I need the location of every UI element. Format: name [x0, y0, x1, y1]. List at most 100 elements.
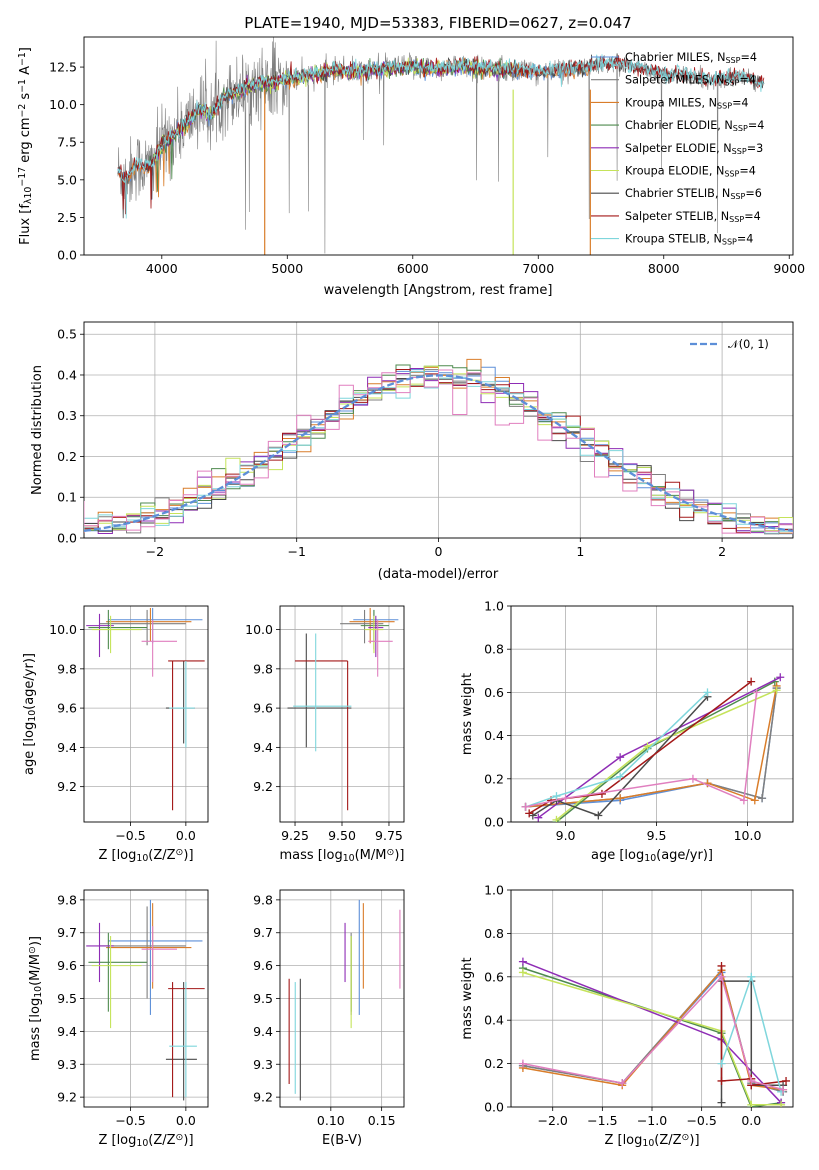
legend-text: Salpeter ELODIE, N [625, 142, 732, 155]
x-axis-label-part: )] [183, 1133, 193, 1148]
mass-weight-line [522, 971, 782, 1106]
plot-area [521, 673, 785, 822]
legend-entry: Salpeter STELIB, NSSP=4 [625, 210, 761, 224]
x-axis-label-part: (Z/Z [148, 848, 175, 863]
y-tick-label: 0.4 [484, 728, 504, 743]
x-axis-label-part: 10 [136, 853, 148, 864]
x-tick-label: −0.5 [115, 828, 145, 843]
legend-n: =4 [739, 74, 756, 87]
y-axis-label-part: A [18, 66, 33, 79]
spectrum-model-line [149, 57, 514, 171]
y-tick-label: 9.2 [57, 1090, 77, 1105]
mass-weight-line [522, 968, 784, 1093]
x-tick-label: 6000 [397, 261, 429, 276]
y-tick-label: 9.6 [57, 958, 77, 973]
y-axis-label-part: −1 [17, 52, 28, 66]
legend-entry: Salpeter ELODIE, NSSP=3 [625, 142, 763, 156]
x-axis-label: Z [log10(Z/Z⊙)] [604, 1132, 699, 1149]
x-tick-label: −0.5 [115, 1113, 145, 1128]
y-tick-label: 2.5 [57, 210, 77, 225]
legend-n: =4 [732, 96, 749, 109]
legend-n: =4 [737, 233, 754, 246]
y-tick-label: 9.7 [253, 925, 273, 940]
mass-weight-marker [561, 794, 570, 803]
x-tick-label: 2 [718, 544, 726, 559]
axes-frame [83, 36, 794, 256]
x-tick-label: 8000 [648, 261, 680, 276]
x-axis-label-part: )] [183, 848, 193, 863]
x-axis-label-part: 10 [343, 853, 355, 864]
x-axis-label: age [log10(age/yr)] [591, 848, 713, 864]
x-axis-label-part: 10 [136, 1138, 148, 1149]
y-tick-label: 7.5 [57, 135, 77, 150]
y-tick-label: 0.0 [57, 531, 77, 546]
y-tick-label: 0.0 [484, 1100, 504, 1115]
y-axis-label-part: (age/yr)] [22, 653, 37, 710]
legend-n: =4 [748, 119, 765, 132]
y-axis-label-part: mass [log [28, 998, 43, 1061]
x-tick-label: 0.15 [368, 1113, 396, 1128]
mass-weight-marker [717, 1098, 726, 1107]
mass-weight-marker [616, 753, 625, 762]
mass-weight-marker [597, 789, 606, 798]
y-tick-label: 1.0 [484, 883, 504, 898]
y-tick-label: 9.2 [253, 779, 273, 794]
mass-weight-marker [552, 815, 561, 822]
chart-age-vs-z: −0.5 0.09.29.49.69.810.0Z [log10(Z/Z⊙)]ag… [22, 605, 209, 864]
x-tick-label: 0 [435, 544, 443, 559]
x-axis-label-part: age [log [591, 848, 644, 863]
x-axis-label-part: (Z/Z [654, 1133, 681, 1148]
mass-weight-marker [776, 673, 785, 682]
chart-massweight-vs-z: −2.0 −1.5 −1.0 −0.5 0.0 0.0 0.2 0.4 0.6 0.8 1.0 Z [… [460, 883, 794, 1149]
mass-weight-marker [747, 972, 756, 981]
x-tick-label: 1 [576, 544, 584, 559]
y-tick-label: 10.0 [49, 622, 77, 637]
x-axis-label-part: mass [log [280, 848, 343, 863]
mass-weight-marker [594, 811, 603, 820]
x-tick-label: 0.10 [317, 1113, 345, 1128]
mass-weight-line [522, 970, 784, 1093]
legend-sub: SSP [724, 170, 739, 179]
mass-weight-marker [717, 1059, 726, 1068]
mass-weight-marker [525, 809, 534, 818]
y-axis-label: mass [log10(M/M⊙)] [27, 936, 44, 1061]
y-axis-label: Flux [fλ10−17 erg cm−2 s−1 A−1] [17, 47, 34, 245]
legend-n: =4 [739, 165, 756, 178]
y-tick-label: 1.0 [484, 599, 504, 614]
legend-text: Kroupa ELODIE, N [625, 165, 724, 178]
x-tick-label: 7000 [522, 261, 554, 276]
y-axis-label-part: erg cm [18, 117, 33, 166]
x-tick-label: 4000 [146, 261, 178, 276]
x-axis-label-part: )] [689, 1133, 699, 1148]
mass-weight-marker [618, 1079, 627, 1088]
mass-weight-marker [752, 688, 761, 697]
y-axis-label: mass weight [460, 673, 475, 755]
y-tick-label: 9.4 [253, 740, 273, 755]
residual-histogram [84, 371, 793, 534]
y-tick-label: 9.8 [253, 892, 273, 907]
y-tick-label: 0.4 [57, 367, 77, 382]
y-axis-label: Normed distribution [30, 365, 45, 495]
mass-weight-marker [772, 686, 781, 695]
x-tick-label: 0.0 [741, 1113, 761, 1128]
legend-text: Kroupa MILES, N [625, 96, 717, 109]
legend-sub: SSP [722, 238, 737, 247]
legend-text: Salpeter MILES, N [625, 74, 724, 87]
x-tick-label: 9.75 [375, 828, 403, 843]
legend-sub: SSP [729, 215, 744, 224]
y-axis-label-part: −2 [17, 104, 28, 118]
y-tick-label: 9.6 [253, 958, 273, 973]
y-tick-label: 0.6 [484, 685, 504, 700]
plot-area [287, 607, 399, 811]
y-tick-label: 0.3 [57, 408, 77, 423]
legend-n: =3 [747, 142, 764, 155]
y-tick-label: 0.0 [57, 248, 77, 263]
mass-weight-marker [518, 957, 527, 966]
y-axis-label-part: −1 [17, 79, 28, 93]
y-tick-label: 9.3 [57, 1057, 77, 1072]
y-tick-label: 9.5 [57, 991, 77, 1006]
legend-text: Salpeter STELIB, N [625, 210, 729, 223]
legend-entry: 𝒩(0, 1) [728, 338, 769, 351]
y-tick-label: 0.5 [57, 327, 77, 342]
y-axis-label-part: λ [23, 198, 34, 204]
